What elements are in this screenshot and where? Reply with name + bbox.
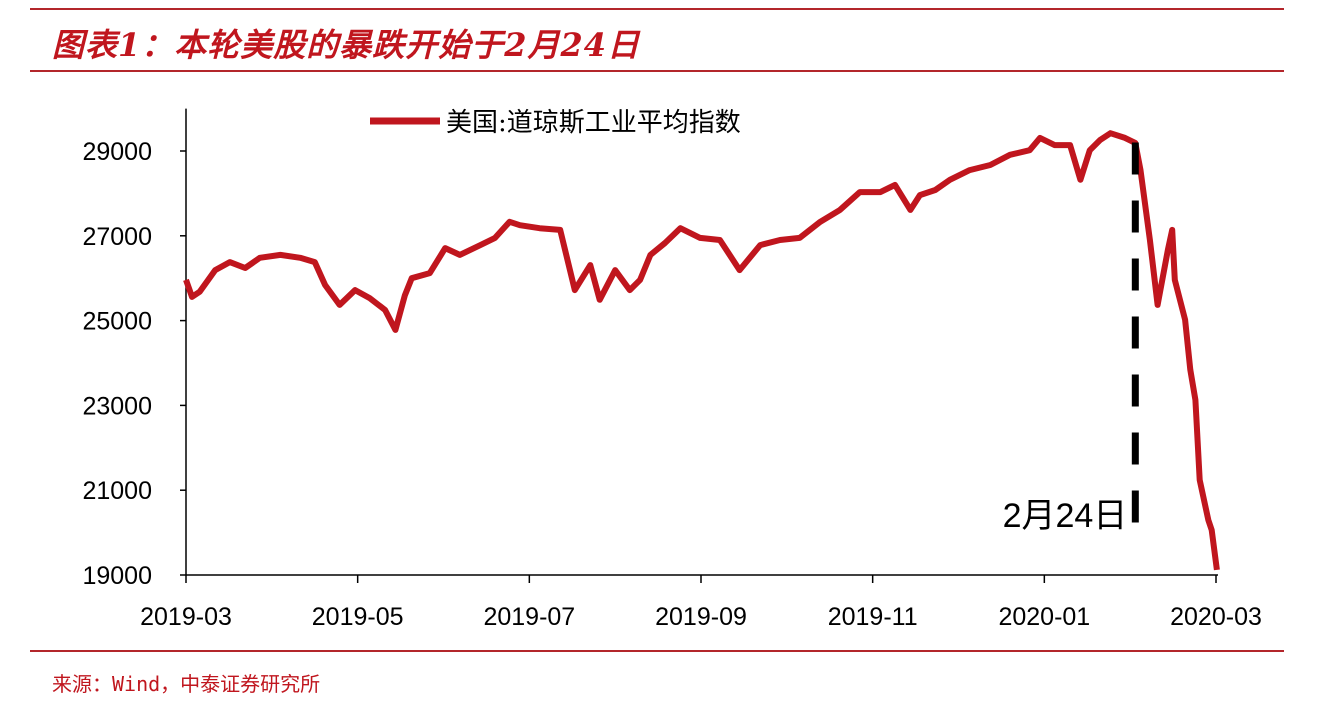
source-note: 来源：Wind，中泰证券研究所 [52, 672, 321, 696]
x-tick-label: 2020-03 [1170, 603, 1262, 631]
y-tick-label: 29000 [82, 138, 152, 166]
x-tick-label: 2019-11 [828, 603, 918, 631]
y-tick-label: 19000 [82, 562, 152, 590]
x-tick-label: 2019-07 [483, 603, 575, 631]
y-tick-label: 27000 [82, 223, 152, 251]
top-rule [30, 8, 1284, 10]
y-tick-label: 23000 [82, 392, 152, 420]
y-tick-label: 21000 [82, 477, 152, 505]
title-rule [30, 70, 1284, 72]
legend-label: 美国:道琼斯工业平均指数 [446, 108, 741, 138]
x-tick-label: 2019-05 [312, 603, 404, 631]
x-tick-label: 2020-01 [998, 603, 1090, 631]
y-tick-label: 25000 [82, 308, 152, 336]
x-tick-label: 2019-03 [140, 603, 232, 631]
feb-24-annotation: 2月24日 [1003, 497, 1128, 535]
x-tick-label: 2019-09 [655, 603, 747, 631]
figure-title: 图表1：本轮美股的暴跌开始于2月24日 [52, 26, 641, 64]
bottom-rule [30, 650, 1284, 652]
